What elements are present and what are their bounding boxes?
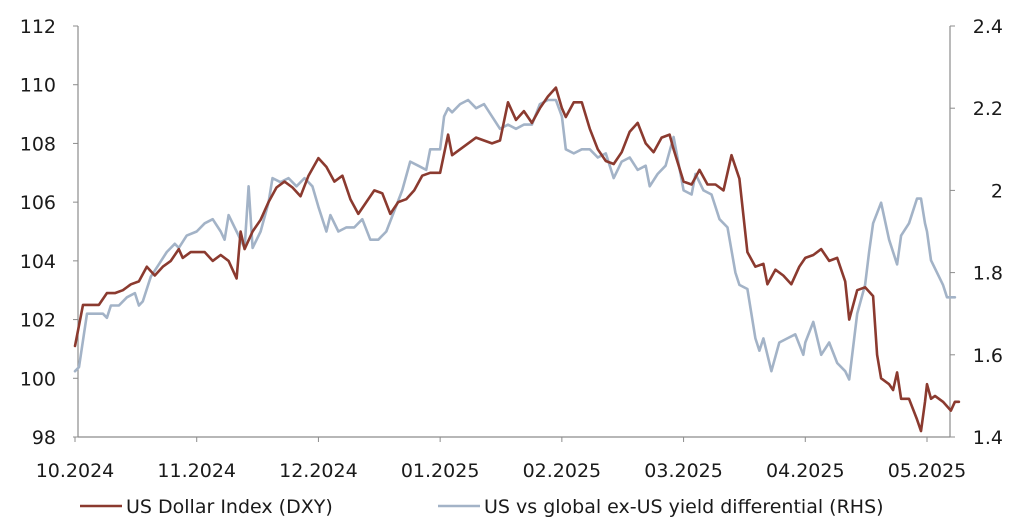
right-tick-label: 2.4	[973, 16, 1003, 38]
left-tick-label: 98	[32, 427, 56, 449]
left-tick-label: 106	[20, 192, 56, 214]
axes	[77, 26, 951, 438]
x-tick-label: 05.2025	[888, 460, 967, 482]
left-tick-label: 104	[20, 251, 56, 273]
x-tick-label: 11.2024	[157, 460, 236, 482]
left-tick-label: 112	[20, 16, 56, 38]
x-tick-label: 12.2024	[279, 460, 358, 482]
dxy-line	[73, 86, 961, 433]
legend-item-dxy-label: US Dollar Index (DXY)	[126, 496, 333, 518]
left-tick-label: 108	[20, 133, 56, 155]
right-tick-label: 1.8	[973, 263, 1003, 285]
left-axis-ticks: 98 100 102 104 106 108 110 112	[20, 16, 78, 449]
left-tick-label: 110	[20, 75, 56, 97]
x-tick-label: 10.2024	[36, 460, 115, 482]
x-axis-ticks: 10.2024 11.2024 12.2024 01.2025 02.2025 03.20…	[36, 437, 967, 482]
right-tick-label: 2.2	[973, 98, 1003, 120]
right-tick-label: 1.6	[973, 345, 1003, 367]
yield-differential-line	[73, 98, 957, 381]
x-tick-label: 01.2025	[401, 460, 480, 482]
x-tick-label: 03.2025	[644, 460, 723, 482]
x-tick-label: 04.2025	[766, 460, 845, 482]
series-lines	[73, 86, 961, 433]
right-tick-label: 2	[991, 180, 1003, 202]
x-tick-label: 02.2025	[523, 460, 602, 482]
right-tick-label: 1.4	[973, 427, 1003, 449]
left-tick-label: 102	[20, 310, 56, 332]
left-tick-label: 100	[20, 368, 56, 390]
right-axis-ticks: 1.4 1.6 1.8 2 2.2 2.4	[950, 16, 1003, 449]
legend-item-yield-label: US vs global ex-US yield differential (R…	[484, 496, 884, 518]
legend: US Dollar Index (DXY) US vs global ex-US …	[80, 496, 884, 518]
